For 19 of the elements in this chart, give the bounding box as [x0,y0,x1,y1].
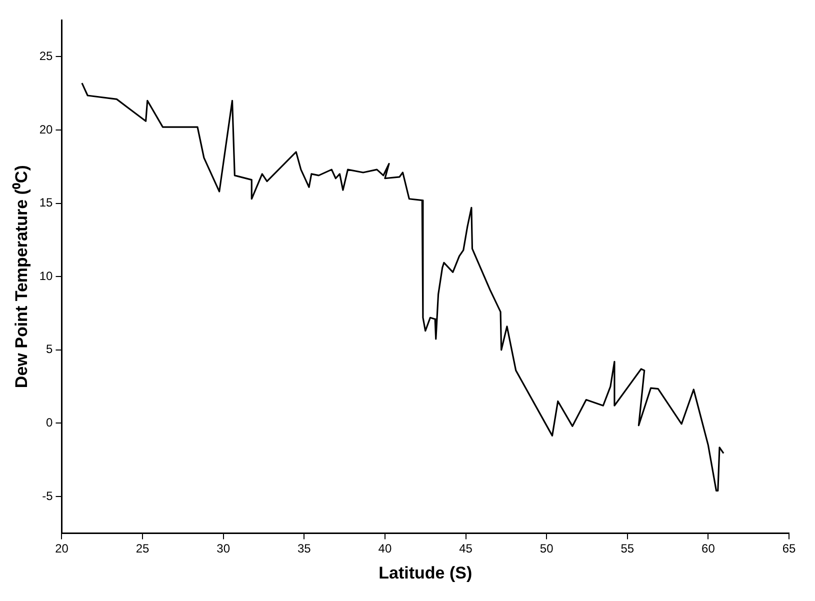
y-tick-label: 20 [39,122,54,136]
x-axis-title: Latitude (S) [378,563,472,582]
y-tick-label: 5 [46,342,54,356]
y-tick-label: -5 [42,488,54,503]
y-tick-label: 25 [39,48,54,63]
y-axis-title: Dew Point Temperature (⁰C) [12,165,31,388]
x-tick-label: 20 [55,542,69,556]
x-tick-label: 35 [297,542,312,556]
x-tick-label: 65 [782,542,796,556]
x-tick-label: 50 [540,542,554,556]
x-tick-label: 30 [216,542,230,556]
y-tick-label: 10 [39,268,54,283]
x-tick-label: 45 [459,542,473,556]
x-tick-label: 25 [136,542,150,556]
x-tick-label: 40 [378,542,392,556]
y-tick-label: 15 [39,196,54,210]
x-tick-label: 60 [702,542,716,556]
x-tick-label: 55 [620,542,634,556]
y-tick-label: 0 [46,416,54,430]
